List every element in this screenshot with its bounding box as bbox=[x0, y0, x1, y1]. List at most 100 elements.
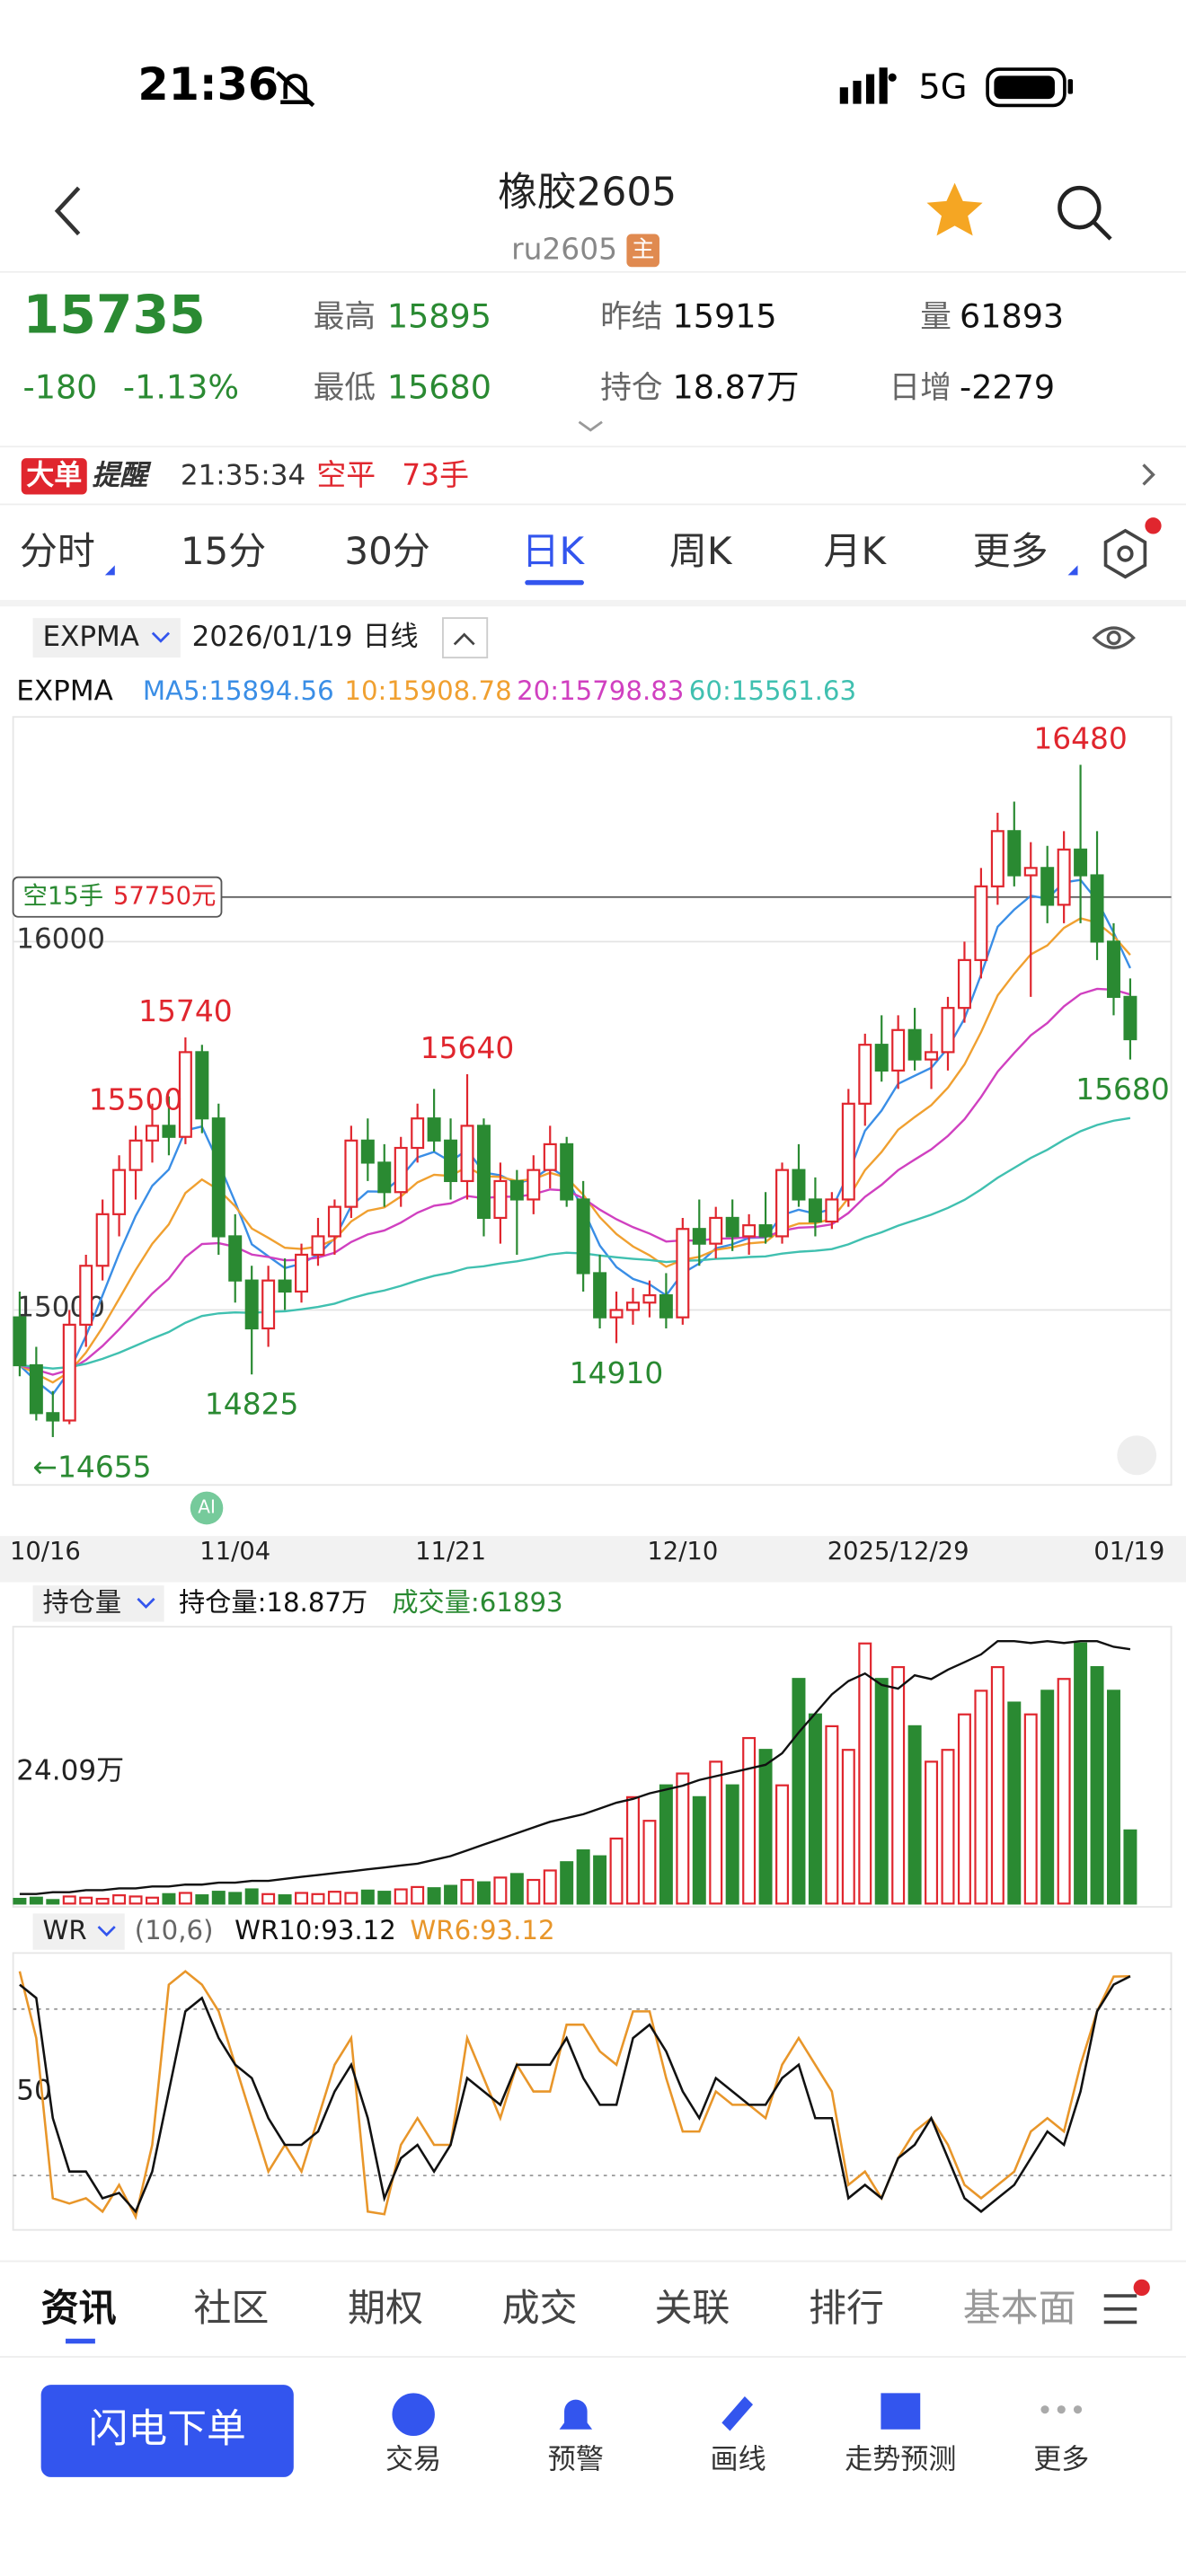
alert-time: 21:35:34 bbox=[181, 459, 305, 491]
volume-bar bbox=[311, 1892, 325, 1905]
bottom-tab[interactable]: 期权 bbox=[348, 2286, 423, 2330]
y-tick-label: 16000 bbox=[16, 922, 105, 955]
volume-bar bbox=[1057, 1678, 1071, 1905]
nav-icon bbox=[559, 2399, 593, 2430]
label: 昨结 bbox=[600, 299, 662, 335]
x-tick-label: 01/19 bbox=[1093, 1538, 1164, 1566]
signal-icon bbox=[839, 67, 897, 104]
price-annotation: 15740 bbox=[138, 993, 233, 1028]
volume-bar bbox=[742, 1736, 757, 1905]
candle-body bbox=[95, 1213, 110, 1267]
favorite-button[interactable] bbox=[926, 182, 983, 236]
nav-label: 更多 bbox=[1033, 2444, 1089, 2476]
ma-legend: 20:15798.83 bbox=[517, 675, 684, 706]
value: 18.87万 bbox=[673, 367, 800, 406]
candle-body bbox=[29, 1363, 43, 1415]
nav-icon bbox=[881, 2393, 921, 2430]
candle-body bbox=[1007, 830, 1022, 877]
bottom-tab[interactable]: 资讯 bbox=[41, 2286, 117, 2330]
tab[interactable]: 15分 bbox=[181, 529, 266, 573]
volume-bar bbox=[261, 1892, 276, 1905]
nav-item[interactable]: 走势预测 bbox=[845, 2393, 956, 2476]
volume-bar bbox=[493, 1876, 508, 1905]
back-button[interactable] bbox=[54, 186, 81, 236]
candle-body bbox=[427, 1117, 441, 1142]
volume-bar bbox=[990, 1665, 1005, 1905]
bottom-tab[interactable]: 社区 bbox=[193, 2286, 269, 2330]
candle-body bbox=[659, 1293, 673, 1319]
candle-body bbox=[460, 1125, 474, 1183]
position-label-bg bbox=[12, 876, 223, 918]
candle-body bbox=[211, 1117, 226, 1238]
nav-label: 预警 bbox=[548, 2444, 604, 2476]
volume-bar bbox=[162, 1892, 176, 1905]
candle-body bbox=[874, 1044, 889, 1072]
wr-params: (10,6) bbox=[135, 1915, 214, 1945]
ai-button[interactable] bbox=[190, 1491, 224, 1525]
bottom-tab[interactable]: 排行 bbox=[809, 2286, 884, 2330]
nav-label: 交易 bbox=[385, 2444, 441, 2476]
volume-bar bbox=[128, 1895, 143, 1905]
candle-body bbox=[13, 1316, 27, 1367]
candle-body bbox=[377, 1161, 392, 1194]
tab[interactable]: 30分 bbox=[344, 529, 429, 573]
chart-frame bbox=[12, 716, 1173, 1486]
candle-body bbox=[576, 1198, 590, 1275]
order-button[interactable] bbox=[40, 2385, 294, 2477]
settings-button[interactable] bbox=[1103, 517, 1162, 579]
candle-body bbox=[1106, 940, 1120, 998]
tab[interactable]: 周K bbox=[669, 529, 733, 573]
collapse-arrow bbox=[453, 632, 475, 646]
visibility-button[interactable] bbox=[1092, 626, 1136, 649]
candle-body bbox=[907, 1028, 922, 1061]
candle-body bbox=[792, 1169, 806, 1201]
expand-arrow[interactable] bbox=[578, 420, 603, 432]
candle-body bbox=[411, 1117, 425, 1150]
candle-body bbox=[360, 1139, 375, 1164]
volume-bar bbox=[825, 1725, 839, 1905]
position-amount: 57750元 bbox=[113, 882, 216, 910]
tab[interactable]: 分时 bbox=[20, 529, 95, 573]
collapse-button[interactable] bbox=[442, 617, 489, 659]
candle-body bbox=[560, 1142, 574, 1201]
tab[interactable]: 月K bbox=[824, 529, 888, 573]
volume-bar bbox=[460, 1878, 474, 1905]
tab[interactable]: 日K bbox=[522, 529, 586, 573]
candle-body bbox=[1040, 867, 1055, 906]
nav-label: 走势预测 bbox=[845, 2444, 956, 2476]
status-time: 21:36 bbox=[137, 58, 279, 110]
bottom-tab[interactable]: 基本面 bbox=[963, 2286, 1076, 2330]
candle-body bbox=[593, 1272, 607, 1319]
nav-item[interactable]: 交易 bbox=[385, 2393, 441, 2476]
candle-body bbox=[676, 1228, 690, 1319]
bottom-tab[interactable]: 关联 bbox=[654, 2286, 730, 2330]
tab[interactable]: 更多 bbox=[973, 529, 1049, 573]
candle-body bbox=[941, 1007, 955, 1054]
order-button-label: 闪电下单 bbox=[89, 2405, 246, 2451]
menu-button[interactable] bbox=[1103, 2279, 1150, 2325]
indicator-name: EXPMA bbox=[42, 621, 139, 653]
volume-bar bbox=[792, 1678, 806, 1905]
fullscreen-button[interactable] bbox=[1117, 1435, 1157, 1476]
candle-body bbox=[62, 1323, 76, 1422]
search-button[interactable] bbox=[1058, 185, 1112, 241]
volume-bar bbox=[775, 1784, 790, 1905]
price-annotation: 15500 bbox=[89, 1081, 183, 1116]
volume-bar bbox=[344, 1892, 358, 1905]
candle-body bbox=[112, 1169, 127, 1215]
nav-item[interactable]: 预警 bbox=[548, 2399, 604, 2476]
alert-action: 空平 bbox=[316, 457, 376, 492]
nav-item[interactable]: 更多 bbox=[1033, 2405, 1089, 2476]
alert-more[interactable] bbox=[1142, 463, 1155, 486]
volume-bar bbox=[642, 1820, 657, 1905]
candle-body bbox=[543, 1142, 557, 1171]
volume-bar bbox=[858, 1642, 872, 1905]
candle-body bbox=[178, 1051, 192, 1138]
nav-item[interactable]: 画线 bbox=[711, 2395, 766, 2476]
candle-body bbox=[625, 1301, 640, 1311]
candle-body bbox=[808, 1198, 822, 1223]
volume-bar bbox=[411, 1885, 425, 1905]
volume-bar bbox=[13, 1897, 27, 1905]
bottom-tab[interactable]: 成交 bbox=[502, 2286, 578, 2330]
